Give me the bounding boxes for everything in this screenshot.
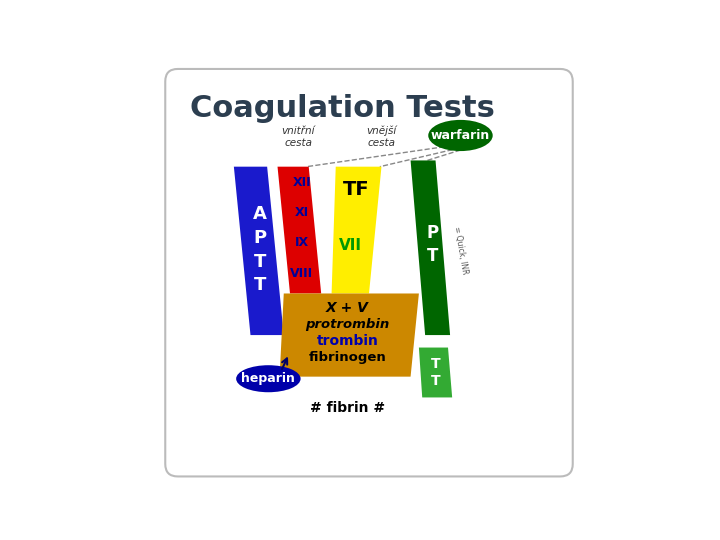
Text: VIII: VIII <box>290 267 313 280</box>
Text: Coagulation Tests: Coagulation Tests <box>190 94 495 123</box>
Text: IX: IX <box>294 237 309 249</box>
Text: heparin: heparin <box>241 372 295 385</box>
Text: = Quick, INR: = Quick, INR <box>452 225 469 274</box>
Text: vnější
cesta: vnější cesta <box>366 126 397 148</box>
Polygon shape <box>279 294 419 377</box>
Text: XII: XII <box>292 176 311 188</box>
Ellipse shape <box>428 120 492 151</box>
Text: VII: VII <box>339 238 361 253</box>
Ellipse shape <box>236 365 301 392</box>
Text: XI: XI <box>294 206 309 219</box>
Polygon shape <box>419 348 452 397</box>
Text: vnitřní
cesta: vnitřní cesta <box>282 126 315 148</box>
Polygon shape <box>410 160 450 335</box>
Polygon shape <box>234 167 284 335</box>
Text: TF: TF <box>343 180 369 199</box>
FancyBboxPatch shape <box>166 69 572 476</box>
Text: X + V: X + V <box>326 301 369 315</box>
Text: # fibrin #: # fibrin # <box>310 401 385 415</box>
Text: T
T: T T <box>431 357 441 388</box>
Polygon shape <box>277 167 321 294</box>
Text: A
P
T
T: A P T T <box>253 205 266 294</box>
Text: trombin: trombin <box>317 334 378 348</box>
Polygon shape <box>332 167 382 294</box>
Text: P
T: P T <box>426 224 438 265</box>
Text: warfarin: warfarin <box>431 129 490 142</box>
Text: fibrinogen: fibrinogen <box>308 352 386 365</box>
Text: protrombin: protrombin <box>305 318 390 331</box>
